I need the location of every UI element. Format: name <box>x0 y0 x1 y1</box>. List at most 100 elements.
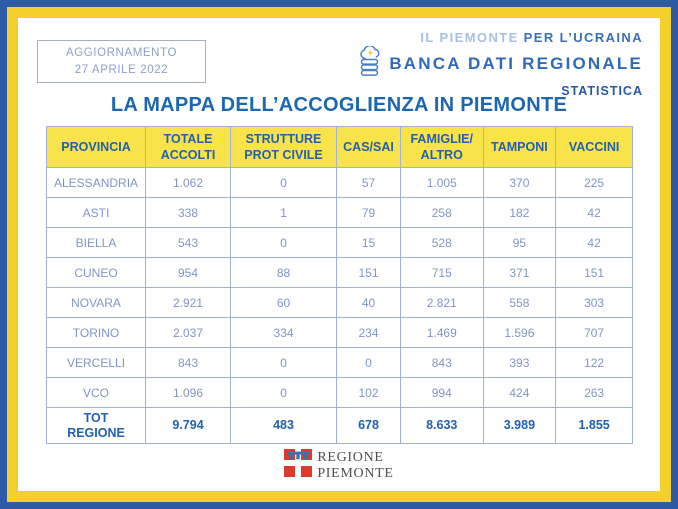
cell-value: 0 <box>336 347 401 378</box>
cell-value: 1.596 <box>482 317 557 348</box>
cell-value: 543 <box>145 227 231 258</box>
cell-value: 1.005 <box>399 167 484 198</box>
cell-value: 102 <box>336 377 401 408</box>
table-row: NOVARA 2.921 60 40 2.821 558 303 <box>45 287 633 318</box>
update-date-box: AGGIORNAMENTO 27 APRILE 2022 <box>37 40 206 83</box>
brand-name: BANCA DATI REGIONALE <box>389 54 643 73</box>
logo-text-line1: REGIONE <box>317 450 384 466</box>
column-header-famiglie: FAMIGLIE/ ALTRO <box>399 126 484 168</box>
table-total-row: TOT REGIONE 9.794 483 678 8.633 3.989 1.… <box>45 407 633 444</box>
regione-piemonte-logo: REGIONE PIEMONTE <box>18 449 660 482</box>
table-header-row: PROVINCIA TOTALE ACCOLTI STRUTTURE PROT … <box>45 126 633 168</box>
logo-text: REGIONE PIEMONTE <box>317 450 393 481</box>
cell-value: 60 <box>229 287 338 318</box>
column-header-provincia: PROVINCIA <box>45 126 147 168</box>
cell-value: 843 <box>399 347 484 378</box>
cell-value: 2.921 <box>145 287 231 318</box>
cell-value: 0 <box>229 347 338 378</box>
cell-value: 225 <box>555 167 633 198</box>
cell-value: 42 <box>555 197 633 228</box>
cell-value: 0 <box>229 377 338 408</box>
cell-value: 40 <box>336 287 401 318</box>
cell-value: 994 <box>399 377 484 408</box>
table-row: ALESSANDRIA 1.062 0 57 1.005 370 225 <box>45 167 633 198</box>
cell-provincia: BIELLA <box>45 227 147 258</box>
cell-provincia: ASTI <box>45 197 147 228</box>
cell-value: 393 <box>482 347 557 378</box>
cell-value: 0 <box>229 167 338 198</box>
page-title: LA MAPPA DELL’ACCOGLIENZA IN PIEMONTE <box>110 94 568 116</box>
cell-value: 1 <box>229 197 338 228</box>
content-area: AGGIORNAMENTO 27 APRILE 2022 IL PIEMONTE… <box>18 18 660 491</box>
cell-value: 528 <box>399 227 484 258</box>
column-header-strutture: STRUTTURE PROT CIVILE <box>229 126 338 168</box>
cell-value: 182 <box>482 197 557 228</box>
cell-provincia: NOVARA <box>45 287 147 318</box>
column-header-cas-sai: CAS/SAI <box>336 126 401 168</box>
cell-value: 954 <box>145 257 231 288</box>
total-value: 1.855 <box>555 407 633 444</box>
brand-tagline-bold: PER L’UCRAINA <box>523 30 643 45</box>
table-row: VCO 1.096 0 102 994 424 263 <box>45 377 633 408</box>
cell-value: 2.037 <box>145 317 231 348</box>
cell-provincia: VCO <box>45 377 147 408</box>
total-value: 678 <box>336 407 401 444</box>
cell-value: 843 <box>145 347 231 378</box>
column-header-totale-accolti: TOTALE ACCOLTI <box>145 126 231 168</box>
cell-value: 79 <box>336 197 401 228</box>
piemonte-coat-of-arms-icon <box>284 449 313 482</box>
logo-text-line2: PIEMONTE <box>317 465 394 481</box>
update-label: AGGIORNAMENTO <box>65 46 178 59</box>
table-row: ASTI 338 1 79 258 182 42 <box>45 197 633 228</box>
cell-value: 338 <box>145 197 231 228</box>
cell-value: 15 <box>336 227 401 258</box>
table-row: BIELLA 543 0 15 528 95 42 <box>45 227 633 258</box>
cell-value: 334 <box>229 317 338 348</box>
cell-value: 151 <box>555 257 633 288</box>
cell-value: 707 <box>555 317 633 348</box>
update-date: 27 APRILE 2022 <box>74 63 169 76</box>
cell-value: 303 <box>555 287 633 318</box>
cell-value: 0 <box>229 227 338 258</box>
brand-tagline: IL PIEMONTE PER L’UCRAINA <box>356 30 643 45</box>
total-value: 3.989 <box>482 407 557 444</box>
accoglienza-table: PROVINCIA TOTALE ACCOLTI STRUTTURE PROT … <box>45 126 633 444</box>
cell-value: 1.062 <box>145 167 231 198</box>
cell-value: 424 <box>482 377 557 408</box>
brand-block: IL PIEMONTE PER L’UCRAINA BANCA D <box>356 30 643 98</box>
cell-value: 371 <box>482 257 557 288</box>
column-header-vaccini: VACCINI <box>555 126 633 168</box>
brand-tagline-light: IL PIEMONTE <box>420 30 519 45</box>
data-table-wrap: PROVINCIA TOTALE ACCOLTI STRUTTURE PROT … <box>45 126 633 444</box>
cell-value: 2.821 <box>399 287 484 318</box>
cell-value: 1.469 <box>399 317 484 348</box>
table-row: TORINO 2.037 334 234 1.469 1.596 707 <box>45 317 633 348</box>
cell-provincia: CUNEO <box>45 257 147 288</box>
brand-name-row: BANCA DATI REGIONALE <box>356 44 643 82</box>
cell-value: 558 <box>482 287 557 318</box>
cell-value: 42 <box>555 227 633 258</box>
cell-value: 715 <box>399 257 484 288</box>
brand-sub: STATISTICA <box>561 84 643 98</box>
cell-value: 1.096 <box>145 377 231 408</box>
cell-provincia: ALESSANDRIA <box>45 167 147 198</box>
cell-value: 370 <box>482 167 557 198</box>
cell-value: 88 <box>229 257 338 288</box>
cell-value: 234 <box>336 317 401 348</box>
column-header-tamponi: TAMPONI <box>482 126 557 168</box>
total-value: 8.633 <box>399 407 484 444</box>
table-row: VERCELLI 843 0 0 843 393 122 <box>45 347 633 378</box>
cell-value: 57 <box>336 167 401 198</box>
total-value: 483 <box>229 407 338 444</box>
cell-provincia: TORINO <box>45 317 147 348</box>
cell-value: 263 <box>555 377 633 408</box>
cell-value: 122 <box>555 347 633 378</box>
cell-value: 258 <box>399 197 484 228</box>
cloud-database-icon <box>356 44 384 82</box>
total-value: 9.794 <box>145 407 231 444</box>
cell-provincia: VERCELLI <box>45 347 147 378</box>
total-label: TOT REGIONE <box>45 407 147 444</box>
cell-value: 95 <box>482 227 557 258</box>
table-row: CUNEO 954 88 151 715 371 151 <box>45 257 633 288</box>
